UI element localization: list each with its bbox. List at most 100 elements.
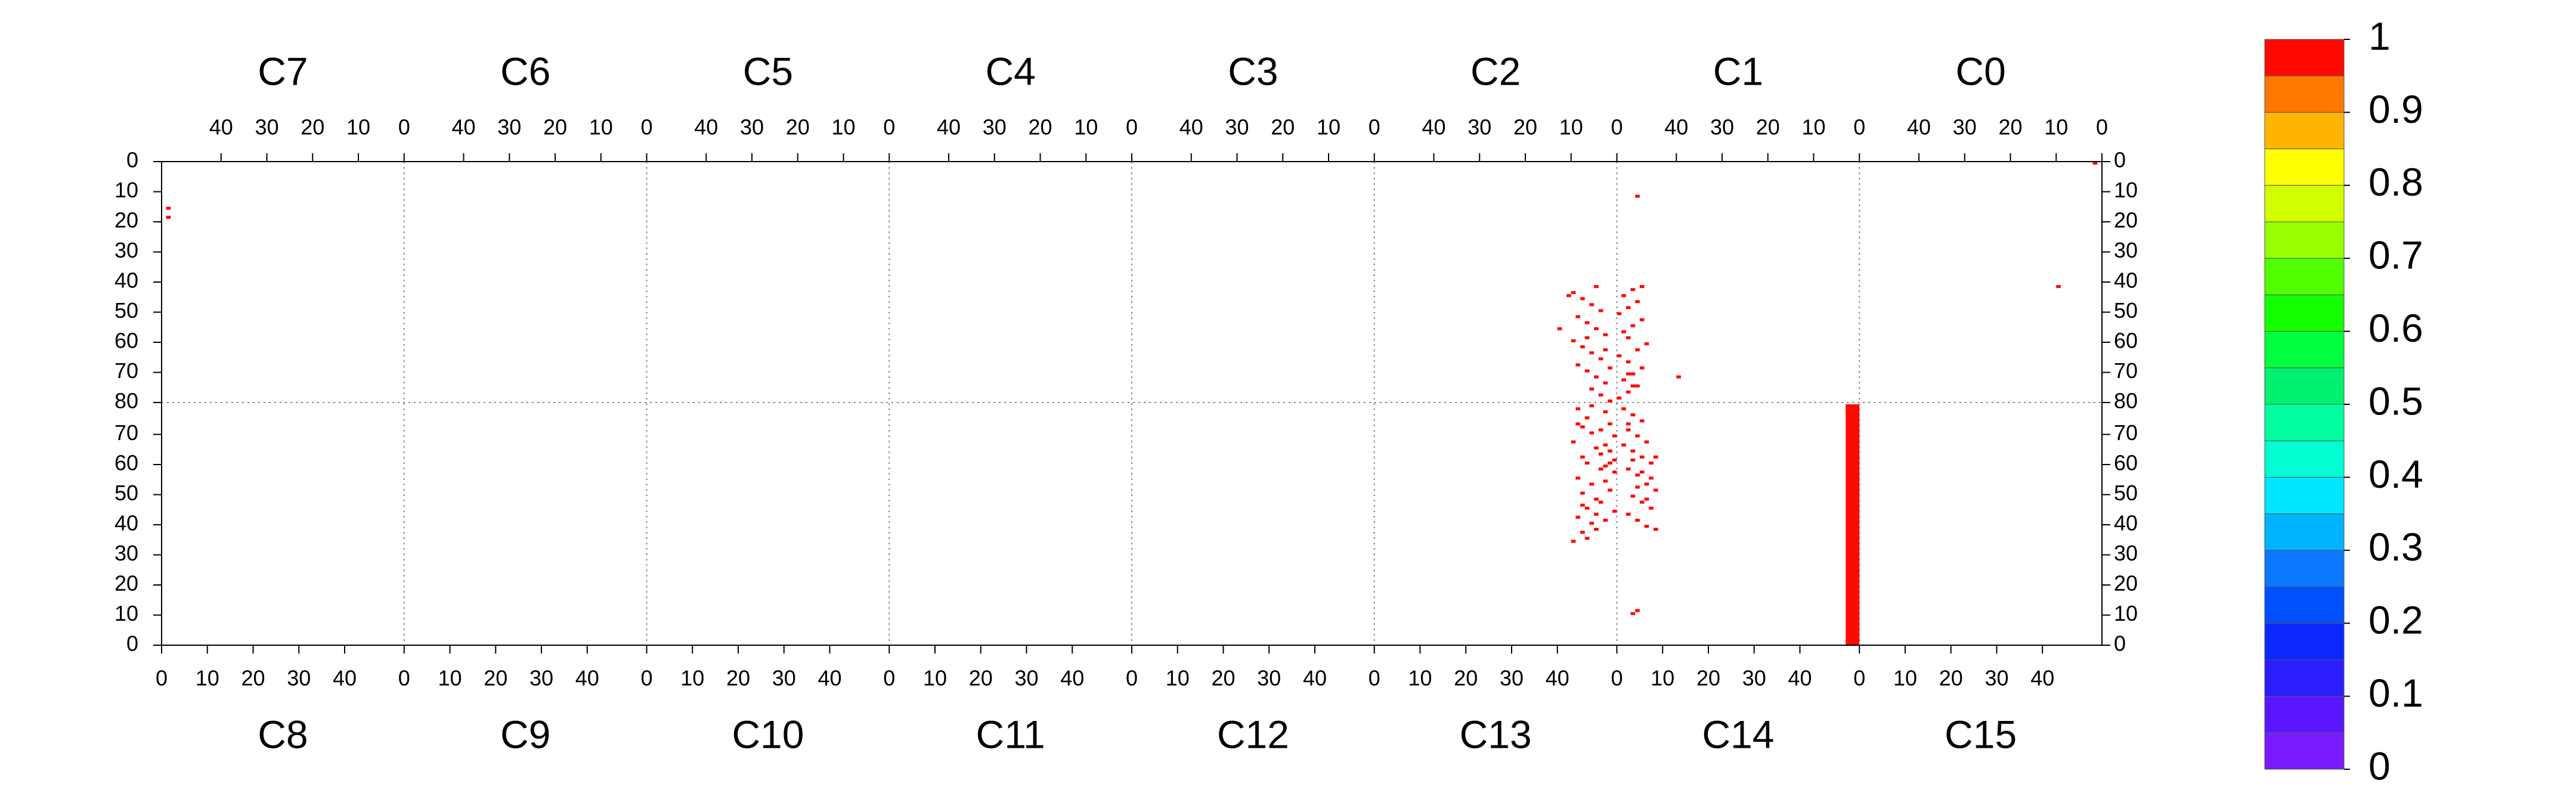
x-tick-label: 20 [1211, 666, 1235, 691]
y-tick-label: 10 [2114, 178, 2138, 202]
pixel-hit [1630, 458, 1636, 462]
x-tick-label: 10 [923, 666, 947, 691]
chip-label: C13 [1460, 712, 1532, 756]
pixel-hit [1630, 384, 1636, 388]
x-tick-label: 40 [575, 666, 599, 691]
x-tick-label: 30 [1014, 666, 1038, 691]
colorbar-tick-label: 0.5 [2368, 379, 2423, 423]
colorbar-tick-label: 0.8 [2368, 160, 2423, 204]
pixel-hit [1589, 303, 1594, 307]
pixel-hit [1630, 324, 1636, 327]
chip-label: C0 [1955, 49, 2005, 93]
pixel-hit [1598, 428, 1603, 432]
y-tick-label: 60 [2114, 329, 2138, 353]
pixel-hit [1589, 404, 1594, 408]
y-tick-label: 70 [114, 358, 138, 383]
x-tick-label: 30 [1500, 666, 1524, 691]
pixel-hit [1630, 372, 1636, 376]
pixel-hit [1608, 461, 1612, 465]
chip-label: C5 [743, 49, 793, 93]
x-tick-label: 10 [589, 115, 613, 140]
pixel-hit [1649, 506, 1654, 510]
colorbar-band [2264, 112, 2345, 150]
y-tick-label: 50 [2114, 481, 2138, 505]
pixel-hit [1603, 479, 1608, 483]
pixel-hit [2092, 162, 2098, 165]
pixel-hit [1630, 288, 1636, 292]
pixel-hit [1639, 500, 1645, 504]
y-tick-label: 50 [114, 298, 138, 323]
x-tick-label: 0 [1368, 666, 1380, 691]
pixel-hit [1630, 494, 1636, 498]
pixel-hit [1589, 521, 1594, 525]
pixel-hit [1626, 306, 1631, 309]
colorbar-band [2264, 440, 2345, 478]
pixel-hit [1603, 518, 1608, 522]
pixel-hit [1630, 413, 1636, 417]
pixel-hit [1635, 300, 1640, 304]
x-tick-label: 40 [937, 115, 961, 140]
pixel-hit [1584, 369, 1590, 373]
pixel-hit [1598, 452, 1603, 456]
colorbar-tick-label: 0.7 [2368, 233, 2423, 277]
colorbar-band [2264, 732, 2345, 770]
pixel-hit [1626, 360, 1631, 364]
pixel-hit [1571, 440, 1576, 444]
x-tick-label: 30 [740, 115, 764, 140]
pixel-hit [1635, 518, 1640, 522]
x-tick-label: 20 [1028, 115, 1052, 140]
x-tick-label: 40 [1788, 666, 1812, 691]
chip-label: C6 [500, 49, 550, 93]
x-tick-label: 20 [484, 666, 507, 691]
pixel-hit [1603, 333, 1608, 336]
pixel-hit [1635, 384, 1640, 388]
pixel-hit [1612, 434, 1617, 438]
y-tick-label: 80 [2114, 389, 2138, 413]
chip-label: C7 [258, 49, 308, 93]
pixel-hit [1598, 468, 1603, 471]
pixel-hit [1580, 503, 1585, 507]
colorbar-tick-label: 0.3 [2368, 525, 2423, 569]
chip-label: C3 [1228, 49, 1278, 93]
pixel-hit [1644, 342, 1649, 346]
x-tick-label: 10 [438, 666, 462, 691]
pixel-hit [1598, 309, 1603, 312]
pixel-hit [1575, 422, 1581, 426]
pixel-hit [1608, 449, 1612, 453]
colorbar-band [2264, 331, 2345, 369]
pixel-hit [1603, 348, 1608, 352]
x-tick-label: 10 [346, 115, 370, 140]
y-tick-label: 30 [114, 238, 138, 262]
x-tick-label: 10 [1559, 115, 1583, 140]
colorbar-band [2264, 148, 2345, 186]
pixel-hit [1635, 348, 1640, 352]
pixel-hit [1575, 476, 1581, 480]
y-tick-label: 50 [2114, 298, 2138, 323]
colorbar-band [2264, 513, 2345, 551]
x-tick-label: 10 [1651, 666, 1674, 691]
colorbar-band [2264, 476, 2345, 515]
pixel-hit [1598, 500, 1603, 504]
x-tick-label: 20 [1454, 666, 1478, 691]
pixel-hit [1571, 540, 1576, 543]
pixel-hit [1653, 488, 1658, 492]
x-tick-label: 0 [1126, 115, 1138, 140]
y-tick-label: 70 [2114, 358, 2138, 383]
x-tick-label: 0 [883, 115, 895, 140]
chip-label: C14 [1702, 712, 1774, 756]
pixel-hit [1575, 315, 1581, 318]
x-tick-label: 20 [1513, 115, 1537, 140]
pixel-hit [1608, 422, 1612, 426]
x-tick-label: 20 [1998, 115, 2022, 140]
colorbar-band [2264, 586, 2345, 624]
pixel-hit [1594, 497, 1599, 501]
pixel-hit [1653, 455, 1658, 459]
x-tick-label: 40 [1303, 666, 1327, 691]
pixel-hit [1584, 537, 1590, 540]
pixel-hit [1621, 443, 1626, 447]
y-tick-label: 20 [2114, 208, 2138, 233]
chip-label: C11 [976, 712, 1045, 756]
x-tick-label: 10 [1074, 115, 1098, 140]
pixel-hit [1621, 407, 1626, 411]
